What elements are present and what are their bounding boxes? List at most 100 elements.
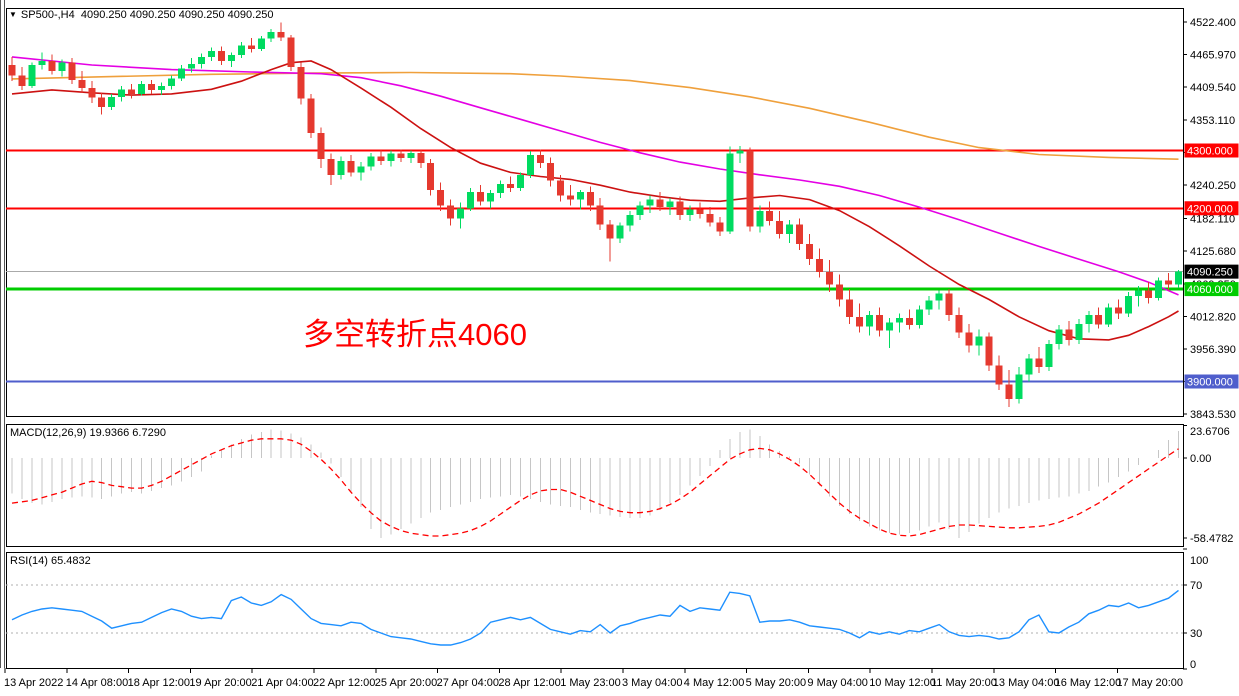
candle-body — [1065, 329, 1073, 340]
candle-body — [696, 209, 704, 215]
candle-body — [646, 199, 654, 206]
time-axis-label: 22 Apr 12:00 — [313, 677, 375, 689]
candle-body — [367, 156, 375, 167]
candle-body — [526, 155, 534, 175]
candle-body — [636, 205, 644, 216]
level-price-label: 3900.000 — [1187, 377, 1233, 389]
macd-signal-line — [11, 438, 1179, 537]
candle-body — [18, 75, 26, 86]
candle-body — [895, 317, 903, 323]
time-axis-label: 4 May 12:00 — [684, 677, 745, 689]
candle-body — [915, 309, 923, 325]
window-left-border-inner — [4, 0, 5, 668]
candle-body — [975, 336, 983, 346]
window-left-border — [0, 0, 1, 668]
level-price-label: 4300.000 — [1187, 146, 1233, 158]
candle-body — [1135, 290, 1143, 297]
time-axis-label: 3 May 04:00 — [622, 677, 683, 689]
ma-slow-orange-line — [11, 71, 1179, 160]
macd-panel-frame — [6, 424, 1184, 547]
candle-body — [1115, 307, 1123, 314]
candle-body — [1174, 271, 1182, 285]
rsi-axis-tick-label: 70 — [1190, 580, 1202, 592]
ma-fast-red-line — [11, 60, 1179, 341]
price-axis-tick-label: 4465.970 — [1190, 50, 1236, 62]
level-price-label-bg — [1184, 374, 1239, 389]
level-price-label-bg — [1184, 282, 1239, 297]
candle-body — [237, 45, 245, 56]
candle-body — [1085, 315, 1093, 324]
candle-body — [148, 84, 156, 90]
current-price-label-bg — [1184, 264, 1239, 279]
time-axis-label: 28 Apr 12:00 — [498, 677, 560, 689]
candle-body — [546, 163, 554, 181]
time-axis-label: 9 May 04:00 — [807, 677, 868, 689]
time-axis-label: 13 Apr 2022 — [4, 677, 63, 689]
price-axis-tick-label: 4522.400 — [1190, 17, 1236, 29]
price-annotation-text: 多空转折点4060 — [303, 317, 527, 352]
candle-body — [776, 220, 784, 235]
candle-body — [437, 189, 445, 206]
candle-body — [786, 224, 794, 235]
candle-body — [955, 315, 963, 333]
candle-body — [1005, 384, 1013, 399]
time-axis-label: 16 May 12:00 — [1055, 677, 1122, 689]
candle-body — [516, 174, 524, 189]
candle-body — [327, 159, 335, 175]
time-axis-label: 18 Apr 12:00 — [128, 677, 190, 689]
candle-body — [177, 68, 185, 79]
candle-body — [187, 63, 195, 69]
candle-body — [806, 244, 814, 260]
candle-body — [796, 224, 804, 245]
candle-body — [905, 317, 913, 325]
price-axis-tick-label: 4012.820 — [1190, 311, 1236, 323]
candle-body — [925, 300, 933, 310]
price-axis-tick-label: 4240.250 — [1190, 180, 1236, 192]
candle-body — [347, 160, 355, 173]
time-axis-label: 19 Apr 20:00 — [189, 677, 251, 689]
candle-body — [1025, 358, 1033, 375]
level-price-label-bg — [1184, 201, 1239, 216]
rsi-axis-tick-label: 0 — [1190, 659, 1196, 671]
candle-body — [865, 315, 873, 327]
candle-body — [158, 85, 166, 90]
time-axis-label: 21 Apr 04:00 — [251, 677, 313, 689]
candle-body — [98, 97, 106, 108]
candle-body — [357, 166, 365, 173]
candle-body — [666, 201, 674, 208]
candle-body — [108, 96, 116, 108]
candle-body — [467, 192, 475, 209]
candle-body — [128, 89, 136, 94]
candle-body — [68, 62, 76, 81]
candle-body — [227, 55, 235, 61]
macd-axis-tick-label: 23.6706 — [1190, 426, 1230, 438]
candle-body — [965, 332, 973, 346]
candle-body — [377, 156, 385, 161]
candle-body — [28, 65, 36, 86]
candle-body — [586, 192, 594, 206]
candle-body — [297, 66, 305, 99]
candle-body — [816, 259, 824, 272]
candle-body — [836, 284, 844, 300]
candle-body — [716, 222, 724, 232]
candle-body — [247, 45, 255, 49]
candle-body — [267, 32, 275, 39]
candle-body — [1055, 329, 1063, 344]
candle-body — [417, 152, 425, 164]
candle-body — [706, 214, 714, 223]
candle-body — [407, 152, 415, 159]
candle-body — [48, 60, 56, 71]
symbol-dropdown-icon[interactable]: ▼ — [9, 10, 17, 19]
macd-axis-tick-label: -58.4782 — [1190, 533, 1233, 545]
candle-body — [1165, 280, 1173, 285]
candle-body — [507, 183, 514, 189]
macd-indicator-label: MACD(12,26,9) 19.9366 6.7290 — [10, 427, 166, 439]
current-price-label: 4090.250 — [1187, 267, 1233, 279]
time-axis-label: 1 May 23:00 — [560, 677, 621, 689]
level-price-label: 4200.000 — [1187, 203, 1233, 215]
price-axis-tick-label: 4353.110 — [1190, 115, 1235, 127]
candle-body — [118, 89, 126, 97]
time-axis-label: 27 Apr 04:00 — [437, 677, 499, 689]
macd-axis-tick-label: 0.00 — [1190, 453, 1211, 465]
